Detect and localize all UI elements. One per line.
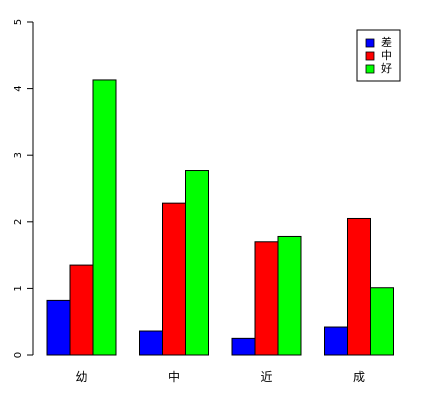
bar (92, 79, 117, 356)
legend-swatch (365, 64, 375, 74)
bar (185, 170, 209, 356)
bar (347, 217, 371, 356)
legend-swatch (365, 51, 375, 61)
legend-label: 差 (381, 35, 392, 49)
bar (69, 264, 94, 356)
y-axis: 0 1 2 3 4 5 (13, 19, 34, 358)
legend-label: 中 (381, 49, 392, 62)
bar (277, 235, 302, 356)
y-tick-label: 3 (13, 152, 24, 158)
bar-group (231, 235, 302, 356)
y-tick-label: 0 (13, 352, 24, 358)
y-tick-label: 2 (13, 219, 24, 225)
bar-groups (46, 79, 394, 356)
bar-group (139, 170, 209, 356)
bar-group (324, 217, 394, 356)
y-tick-label: 1 (13, 285, 24, 291)
x-tick-label: 近 (260, 370, 272, 384)
bar (254, 241, 279, 356)
bar (46, 299, 71, 356)
x-tick-label: 中 (168, 369, 180, 384)
bar-group (46, 79, 117, 356)
x-axis-labels: 幼中近成 (75, 369, 365, 384)
legend: 差中好 (356, 29, 401, 82)
bar (231, 337, 256, 356)
legend-swatch (365, 38, 375, 48)
x-tick-label: 幼 (75, 370, 87, 384)
y-tick-label: 5 (13, 19, 24, 25)
legend-label: 好 (381, 61, 392, 75)
x-tick-label: 成 (353, 370, 365, 384)
legend-box (356, 29, 401, 82)
bar (324, 326, 348, 356)
bar (370, 287, 394, 356)
y-tick-label: 4 (13, 85, 24, 91)
bar (162, 202, 186, 356)
bar (139, 330, 163, 356)
